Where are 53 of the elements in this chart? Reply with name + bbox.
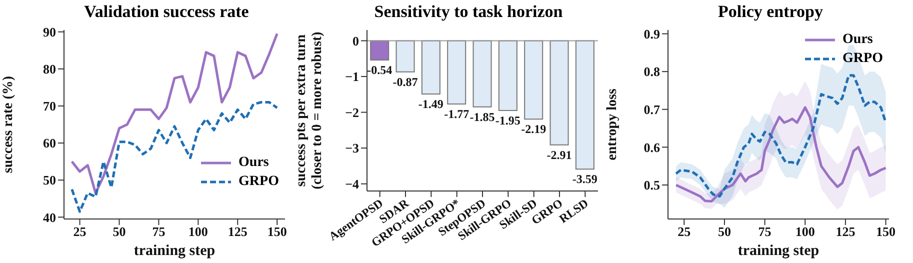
y-tick-label: 0.6 <box>644 140 660 155</box>
data-label: -2.19 <box>521 122 546 136</box>
y-tick-label: 0.9 <box>644 26 660 42</box>
data-label: -1.49 <box>418 97 444 112</box>
chart-title: Sensitivity to task horizon <box>373 1 564 23</box>
y-tick-label: 0.5 <box>644 178 660 193</box>
line-series <box>674 74 888 198</box>
y-tick-label: −1 <box>345 69 359 84</box>
x-tick-label: 100 <box>795 224 815 240</box>
y-tick-label: 0 <box>352 33 359 48</box>
data-label: -2.91 <box>546 148 572 162</box>
y-tick-label: 0.8 <box>644 64 660 80</box>
line-series <box>70 32 278 194</box>
y-tick-label: 60 <box>43 136 56 151</box>
legend-label: Ours <box>238 154 269 172</box>
x-tick-label: 150 <box>267 224 287 240</box>
x-tick-label: 50 <box>718 224 731 240</box>
y-axis-title: success pts per extra turn (closer to 0 = more robust) <box>294 31 325 190</box>
y-tick-label: 0.7 <box>644 102 660 117</box>
x-axis-title: training step <box>738 243 820 259</box>
chart-title: Validation success rate <box>83 1 250 23</box>
data-label: -0.54 <box>367 63 392 78</box>
y-tick-label: 40 <box>43 210 56 225</box>
data-label: -3.59 <box>572 172 598 186</box>
line-series <box>674 106 888 202</box>
x-axis-title: training step <box>134 243 216 259</box>
x-tick-label: 50 <box>112 224 126 240</box>
x-tick-label: 150 <box>876 224 896 240</box>
y-axis-title: entropy loss <box>605 88 620 160</box>
data-label: -1.77 <box>444 107 470 122</box>
x-tick-label: 100 <box>188 224 208 240</box>
legend-label: Ours <box>842 31 873 49</box>
x-tick-label: 25 <box>73 224 87 240</box>
x-tick-label: 125 <box>228 224 248 240</box>
legend-label: GRPO <box>842 50 883 68</box>
x-tick-label: 25 <box>678 224 692 240</box>
chart-title: Policy entropy <box>717 1 824 23</box>
y-tick-label: 80 <box>43 62 56 77</box>
x-tick-label: 75 <box>758 224 772 240</box>
data-label: -1.85 <box>470 110 495 124</box>
y-axis-title: success rate (%) <box>1 76 16 174</box>
y-tick-label: −2 <box>345 104 359 120</box>
x-tick-label: 125 <box>836 224 856 240</box>
x-tick-label: 75 <box>152 224 166 240</box>
data-label: -0.87 <box>392 74 418 89</box>
y-tick-label: 50 <box>43 172 56 188</box>
y-tick-label: −3 <box>345 140 360 156</box>
y-tick-label: 70 <box>43 98 56 114</box>
line-series <box>70 101 278 213</box>
y-tick-label: −4 <box>345 176 360 192</box>
legend-label: GRPO <box>238 173 279 191</box>
y-tick-label: 90 <box>43 24 56 40</box>
data-label: -1.95 <box>495 114 520 128</box>
